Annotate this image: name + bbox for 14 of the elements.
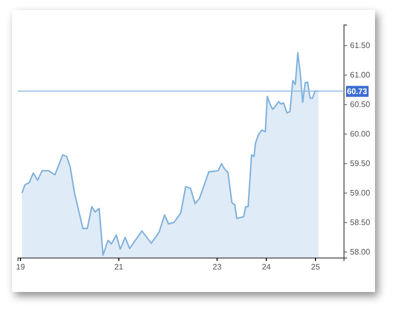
x-tick-label: 23 [212, 262, 222, 272]
x-tick-label: 24 [262, 262, 272, 272]
x-tick-label: 19 [16, 262, 26, 272]
y-tick-label: 61.50 [350, 41, 371, 50]
x-tick-label: 21 [114, 262, 124, 272]
ref-line-label: 60.73 [347, 86, 368, 96]
x-tick-label: 25 [311, 262, 320, 272]
y-tick-label: 60.00 [350, 130, 371, 139]
y-tick-label: 60.50 [350, 100, 371, 110]
y-tick-label: 61.00 [350, 70, 371, 80]
y-tick-label: 58.50 [350, 218, 371, 228]
y-tick-label: 59.50 [350, 159, 371, 168]
y-tick-label: 58.00 [350, 248, 371, 257]
y-tick-label: 59.00 [350, 188, 371, 198]
